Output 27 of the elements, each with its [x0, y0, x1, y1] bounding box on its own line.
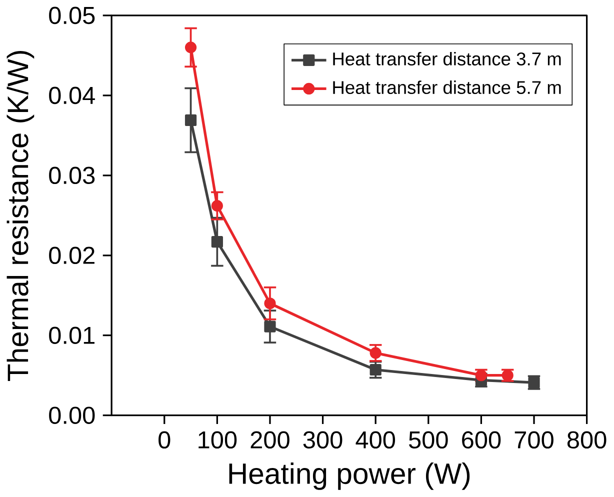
- y-tick-label: 0.02: [49, 246, 94, 264]
- legend-label: Heat transfer distance 3.7 m: [333, 52, 561, 66]
- x-tick-label: 500: [408, 431, 448, 449]
- y-axis-title: Thermal resistance (K/W): [6, 51, 34, 382]
- x-tick-label: 0: [158, 431, 170, 449]
- point: [211, 236, 223, 248]
- y-tick-label: 0.01: [49, 326, 94, 344]
- x-tick-label: 100: [198, 431, 237, 449]
- legend-label: Heat transfer distance 5.7 m: [333, 80, 561, 94]
- point: [264, 298, 276, 310]
- point: [264, 320, 276, 333]
- x-tick-label: 400: [356, 431, 396, 449]
- x-tick-label: 200: [250, 431, 290, 449]
- x-tick-label: 300: [303, 431, 342, 449]
- point: [370, 364, 382, 376]
- x-axis-title: Heating power (W): [229, 462, 470, 490]
- point: [184, 114, 197, 126]
- x-tick-label: 800: [567, 431, 606, 449]
- point: [370, 347, 382, 359]
- x-tick-label: 600: [462, 431, 501, 449]
- y-tick-label: 0.03: [49, 166, 95, 184]
- y-tick-label: 0.04: [49, 86, 95, 104]
- y-tick-label: 0.05: [49, 6, 95, 24]
- point: [211, 200, 223, 212]
- point: [184, 42, 197, 54]
- y-tick-label: 0.00: [49, 406, 95, 424]
- x-tick-label: 700: [514, 431, 554, 449]
